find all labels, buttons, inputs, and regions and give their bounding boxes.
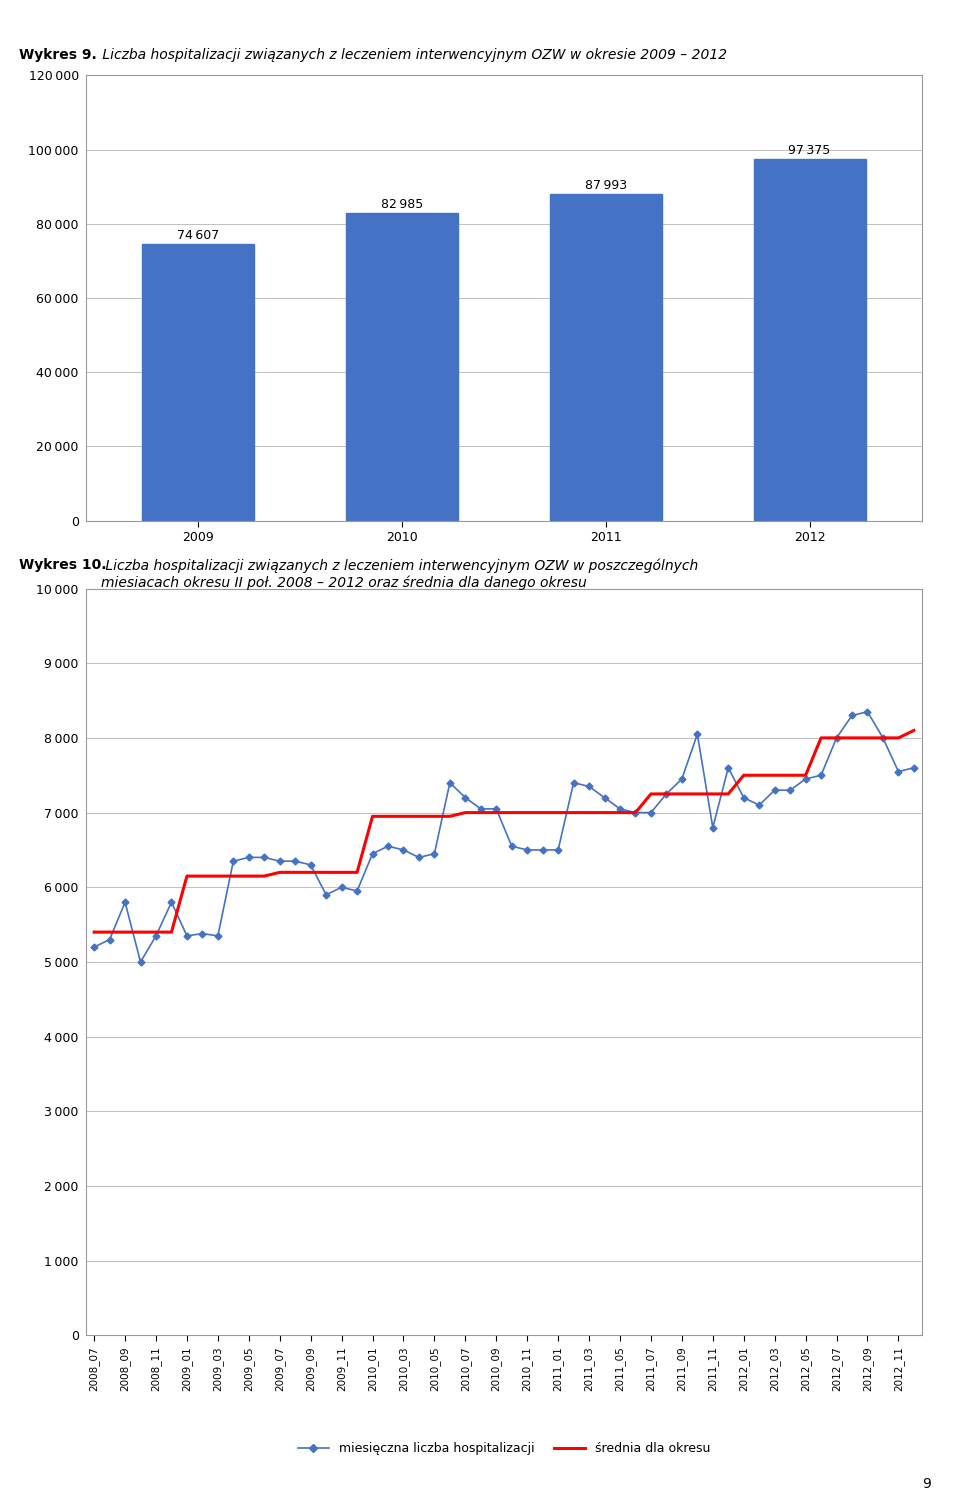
Text: 74 607: 74 607 bbox=[178, 229, 220, 241]
Text: 9: 9 bbox=[923, 1477, 931, 1491]
Bar bbox=[754, 160, 866, 521]
Text: Liczba hospitalizacji związanych z leczeniem interwencyjnym OZW w poszczególnych: Liczba hospitalizacji związanych z lecze… bbox=[101, 558, 698, 590]
Bar bbox=[142, 244, 254, 521]
Text: Wykres 9.: Wykres 9. bbox=[19, 48, 97, 62]
Text: 87 993: 87 993 bbox=[585, 180, 627, 192]
Text: 97 375: 97 375 bbox=[788, 145, 830, 157]
Text: Wykres 10.: Wykres 10. bbox=[19, 558, 107, 572]
Bar bbox=[347, 213, 458, 521]
Bar bbox=[550, 195, 661, 521]
Text: Liczba hospitalizacji związanych z leczeniem interwencyjnym OZW w okresie 2009 –: Liczba hospitalizacji związanych z lecze… bbox=[98, 48, 727, 62]
Text: 82 985: 82 985 bbox=[381, 198, 423, 211]
Legend: miesięczna liczba hospitalizacji, średnia dla okresu: miesięczna liczba hospitalizacji, średni… bbox=[293, 1437, 715, 1459]
